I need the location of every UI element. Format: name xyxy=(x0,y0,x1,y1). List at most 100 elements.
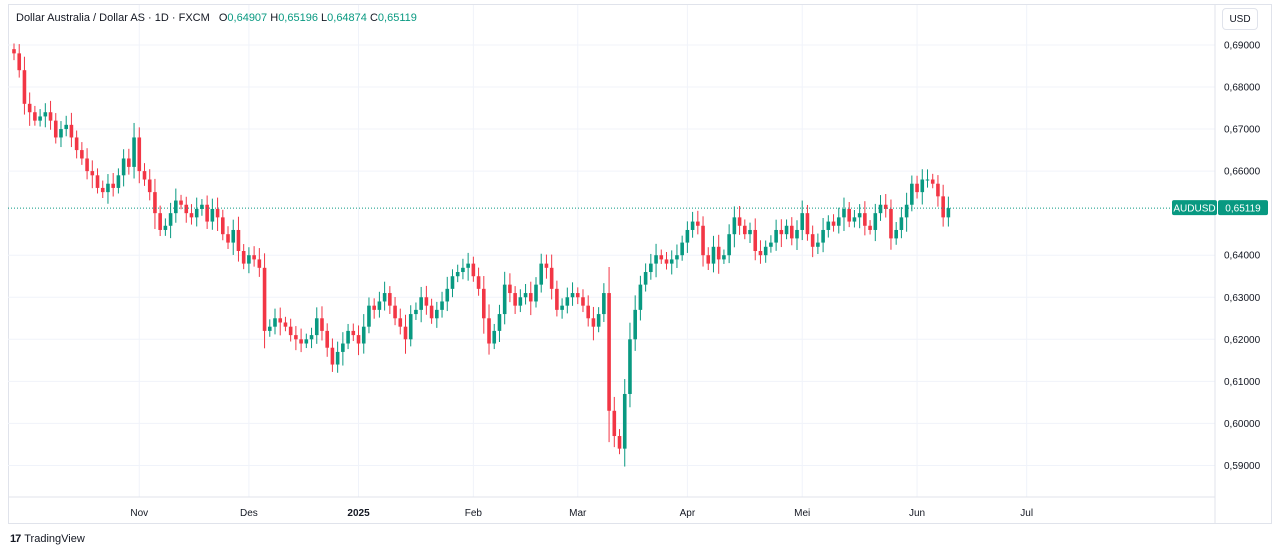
candle-body xyxy=(257,259,262,268)
candle-body xyxy=(763,246,768,256)
candle-body xyxy=(226,234,230,243)
candle-body xyxy=(617,436,622,449)
candle-body xyxy=(90,171,95,176)
candle-body xyxy=(868,225,872,230)
candle-body xyxy=(586,305,590,319)
candle-body xyxy=(466,263,470,268)
candle-body xyxy=(476,276,481,289)
candle-body xyxy=(393,305,397,319)
candle-body xyxy=(649,263,653,273)
candle-body xyxy=(680,242,684,256)
candle-body xyxy=(915,183,919,193)
candle-body xyxy=(669,259,674,264)
candle-body xyxy=(675,255,679,260)
low-key: L xyxy=(321,12,328,24)
candles xyxy=(12,43,951,467)
y-tick-label: 0,62000 xyxy=(1224,335,1261,346)
candle-body xyxy=(857,213,862,218)
candle-body xyxy=(602,293,606,315)
symbol-tag-label: AUDUSD xyxy=(1173,204,1215,215)
candle-body xyxy=(701,225,705,256)
close-key: C xyxy=(369,12,378,24)
candle-body xyxy=(43,112,48,117)
candle-body xyxy=(863,213,867,226)
candle-body xyxy=(523,293,528,298)
candle-body xyxy=(435,309,439,319)
candle-body xyxy=(743,225,747,235)
candle-body xyxy=(147,179,152,193)
candle-body xyxy=(920,179,925,193)
candle-body xyxy=(294,335,298,340)
candle-body xyxy=(356,335,361,344)
candle-body xyxy=(12,49,16,54)
candle-body xyxy=(48,112,53,121)
candle-body xyxy=(95,175,100,188)
last-price-label: 0,65119 xyxy=(1225,204,1261,215)
candle-body xyxy=(80,150,84,159)
candle-body xyxy=(936,183,940,197)
candle-body xyxy=(388,293,392,306)
candle-body xyxy=(560,305,564,310)
y-tick-label: 0,66000 xyxy=(1224,167,1261,178)
close-value: 0,65119 xyxy=(377,12,417,24)
candle-body xyxy=(74,137,79,151)
x-tick-label: Jul xyxy=(1020,508,1033,519)
candle-body xyxy=(309,335,314,340)
y-tick-label: 0,68000 xyxy=(1224,83,1261,94)
candle-body xyxy=(27,103,32,113)
candle-body xyxy=(570,293,575,298)
y-tick-label: 0,60000 xyxy=(1224,419,1261,430)
last-price-marker: AUDUSD 0,65119 xyxy=(8,200,1268,216)
candle-body xyxy=(127,158,131,167)
candle-body xyxy=(132,137,136,167)
candle-body xyxy=(779,229,784,235)
candle-body xyxy=(158,213,162,230)
candle-body xyxy=(137,137,142,172)
candle-body xyxy=(596,314,601,327)
candle-body xyxy=(414,309,418,315)
candle-body xyxy=(304,339,309,344)
candle-body xyxy=(335,351,340,365)
candle-body xyxy=(628,339,632,394)
candle-body xyxy=(930,179,935,184)
grid-lines xyxy=(8,5,1215,497)
candle-body xyxy=(659,255,664,260)
candle-body xyxy=(341,343,345,352)
candle-body xyxy=(184,204,189,214)
candle-body xyxy=(69,124,74,138)
candle-body xyxy=(59,129,63,138)
candle-body xyxy=(753,229,758,251)
candle-body xyxy=(518,297,523,306)
candle-body xyxy=(774,229,778,243)
footer-brand[interactable]: 17 TradingView xyxy=(10,533,85,545)
candle-body xyxy=(241,251,246,264)
candle-body xyxy=(382,293,387,302)
candle-body xyxy=(654,255,658,264)
candle-body xyxy=(690,221,695,230)
candle-body xyxy=(398,318,403,327)
candle-body xyxy=(106,183,110,193)
candle-body xyxy=(737,217,742,226)
candle-body xyxy=(22,70,27,104)
candle-body xyxy=(925,179,930,181)
candle-body xyxy=(894,229,898,239)
candle-body xyxy=(210,208,215,222)
x-tick-label: Des xyxy=(240,508,258,519)
candle-body xyxy=(878,204,883,214)
candle-body xyxy=(816,242,820,247)
candle-body xyxy=(419,297,423,310)
candle-body xyxy=(555,288,559,310)
chart-frame xyxy=(8,4,1272,524)
candle-body xyxy=(189,213,194,218)
candle-body xyxy=(262,267,267,331)
currency-button[interactable]: USD xyxy=(1222,8,1258,30)
candle-body xyxy=(852,217,857,222)
candle-body xyxy=(116,175,121,188)
candle-body xyxy=(205,204,209,222)
candle-body xyxy=(800,213,805,230)
candle-body xyxy=(424,297,429,306)
candle-body xyxy=(643,272,648,285)
candle-body xyxy=(247,255,251,264)
candle-body xyxy=(873,213,878,230)
